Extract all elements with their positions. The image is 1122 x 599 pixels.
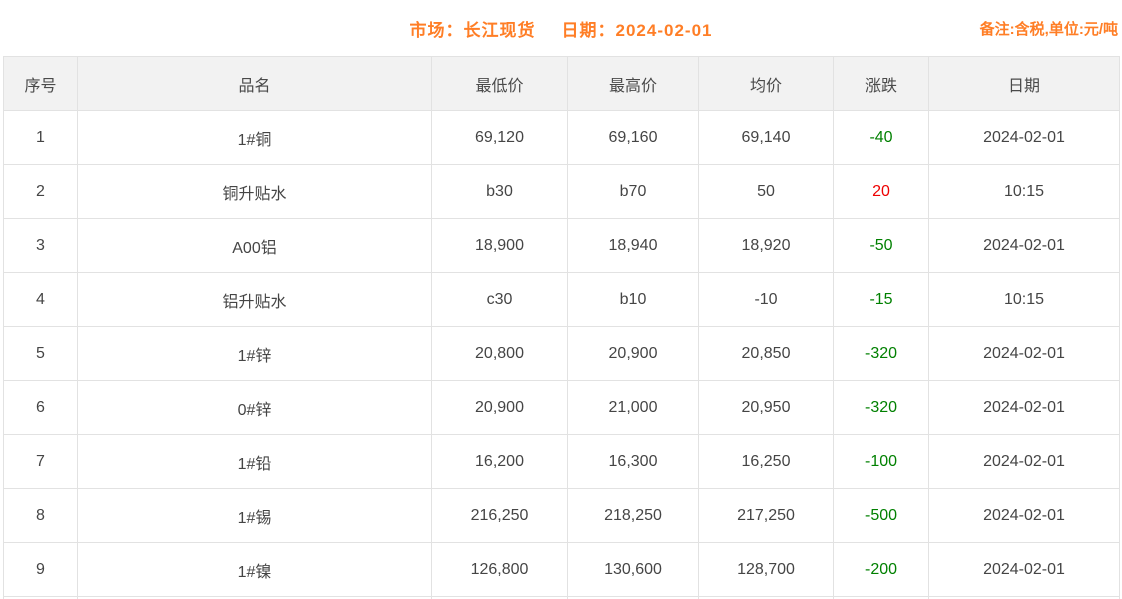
col-header-avg: 均价 — [698, 56, 834, 111]
cell-low: 216,250 — [431, 488, 568, 543]
table-row: 5 1#锌 20,800 20,900 20,850 -320 2024-02-01 — [3, 326, 1120, 381]
cell-avg: 18,920 — [698, 218, 834, 273]
table-row: 4 铝升贴水 c30 b10 -10 -15 10:15 — [3, 272, 1120, 327]
cell-high: 69,160 — [567, 110, 699, 165]
cell-name: 1#锡 — [77, 488, 432, 543]
cell-change: 20 — [833, 164, 929, 219]
cell-avg: 20,950 — [698, 380, 834, 435]
table-row-partial — [3, 596, 1120, 599]
cell-low: 18,900 — [431, 218, 568, 273]
cell-date: 2024-02-01 — [928, 380, 1120, 435]
cell-avg: 20,850 — [698, 326, 834, 381]
cell-no: 9 — [3, 542, 78, 597]
cell-date: 10:15 — [928, 164, 1120, 219]
cell-name: 1#锌 — [77, 326, 432, 381]
cell-name: 0#锌 — [77, 380, 432, 435]
page-title: 市场：长江现货 日期：2024-02-01 — [410, 16, 713, 41]
cell-name: 1#镍 — [77, 542, 432, 597]
cell-high: 218,250 — [567, 488, 699, 543]
cell-high: 20,900 — [567, 326, 699, 381]
cell-no: 7 — [3, 434, 78, 489]
cell-high: b70 — [567, 164, 699, 219]
cell-avg: 217,250 — [698, 488, 834, 543]
table-row: 7 1#铅 16,200 16,300 16,250 -100 2024-02-01 — [3, 434, 1120, 489]
cell-name: A00铝 — [77, 218, 432, 273]
cell-name: 铜升贴水 — [77, 164, 432, 219]
cell-low: c30 — [431, 272, 568, 327]
table-row: 3 A00铝 18,900 18,940 18,920 -50 2024-02-01 — [3, 218, 1120, 273]
cell-no: 6 — [3, 380, 78, 435]
market-label: 市场：长江现货 — [409, 20, 536, 40]
cell-date: 2024-02-01 — [928, 434, 1120, 489]
cell-change: -100 — [833, 434, 929, 489]
cell-date: 2024-02-01 — [928, 488, 1120, 543]
cell-change: -15 — [833, 272, 929, 327]
quote-date-label: 日期：2024-02-01 — [561, 20, 713, 40]
cell-low: 20,800 — [431, 326, 568, 381]
cell-date: 2024-02-01 — [928, 326, 1120, 381]
cell-low: b30 — [431, 164, 568, 219]
table-row: 9 1#镍 126,800 130,600 128,700 -200 2024-02-01 — [3, 542, 1120, 597]
cell-change: -320 — [833, 380, 929, 435]
cell-no: 2 — [3, 164, 78, 219]
cell-empty — [928, 596, 1120, 599]
col-header-date: 日期 — [928, 56, 1120, 111]
table-row: 8 1#锡 216,250 218,250 217,250 -500 2024-02-01 — [3, 488, 1120, 543]
cell-name: 1#铜 — [77, 110, 432, 165]
price-table-body: 1 1#铜 69,120 69,160 69,140 -40 2024-02-01 2 铜升贴水… — [3, 110, 1120, 599]
cell-change: -40 — [833, 110, 929, 165]
col-header-high: 最高价 — [567, 56, 699, 111]
table-row: 2 铜升贴水 b30 b70 50 20 10:15 — [3, 164, 1120, 219]
cell-avg: 128,700 — [698, 542, 834, 597]
col-header-name: 品名 — [77, 56, 432, 111]
cell-name: 1#铅 — [77, 434, 432, 489]
table-row: 1 1#铜 69,120 69,160 69,140 -40 2024-02-01 — [3, 110, 1120, 165]
price-table-header: 序号 品名 最低价 最高价 均价 涨跌 日期 — [3, 56, 1120, 111]
cell-high: 21,000 — [567, 380, 699, 435]
cell-no: 3 — [3, 218, 78, 273]
cell-no: 8 — [3, 488, 78, 543]
cell-avg: -10 — [698, 272, 834, 327]
cell-change: -320 — [833, 326, 929, 381]
cell-no: 1 — [3, 110, 78, 165]
cell-low: 69,120 — [431, 110, 568, 165]
col-header-no: 序号 — [3, 56, 78, 111]
cell-low: 126,800 — [431, 542, 568, 597]
col-header-change: 涨跌 — [833, 56, 929, 111]
cell-avg: 50 — [698, 164, 834, 219]
unit-note: 备注:含税,单位:元/吨 — [979, 20, 1118, 38]
table-row: 6 0#锌 20,900 21,000 20,950 -320 2024-02-01 — [3, 380, 1120, 435]
cell-high: b10 — [567, 272, 699, 327]
cell-low: 16,200 — [431, 434, 568, 489]
cell-no: 4 — [3, 272, 78, 327]
page-header: 市场：长江现货 日期：2024-02-01 备注:含税,单位:元/吨 — [0, 0, 1122, 56]
cell-avg: 16,250 — [698, 434, 834, 489]
cell-change: -50 — [833, 218, 929, 273]
price-table: 序号 品名 最低价 最高价 均价 涨跌 日期 1 1#铜 69,120 69,160 6… — [3, 56, 1120, 599]
cell-no: 5 — [3, 326, 78, 381]
cell-date: 2024-02-01 — [928, 542, 1120, 597]
cell-avg: 69,140 — [698, 110, 834, 165]
col-header-low: 最低价 — [431, 56, 568, 111]
cell-date: 10:15 — [928, 272, 1120, 327]
cell-date: 2024-02-01 — [928, 218, 1120, 273]
cell-high: 18,940 — [567, 218, 699, 273]
cell-date: 2024-02-01 — [928, 110, 1120, 165]
cell-low: 20,900 — [431, 380, 568, 435]
cell-high: 130,600 — [567, 542, 699, 597]
cell-change: -200 — [833, 542, 929, 597]
cell-high: 16,300 — [567, 434, 699, 489]
cell-name: 铝升贴水 — [77, 272, 432, 327]
cell-change: -500 — [833, 488, 929, 543]
